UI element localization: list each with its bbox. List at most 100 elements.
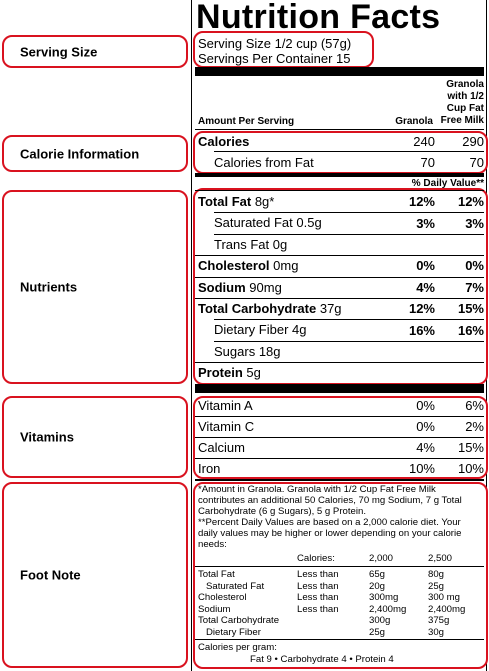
calorie-name: Calories from Fat bbox=[214, 155, 314, 170]
vitamin-name: Calcium bbox=[198, 440, 245, 455]
table-name: Dietary Fiber bbox=[206, 626, 261, 638]
nutrient-name: Dietary Fiber 4g bbox=[214, 323, 307, 336]
table-name: Saturated Fat bbox=[206, 580, 265, 592]
rule bbox=[195, 384, 484, 393]
row-rule bbox=[195, 255, 484, 257]
nutrient-name: Protein 5g bbox=[198, 366, 261, 379]
table-c2000: 65g bbox=[369, 569, 386, 580]
nutrient-name: Total Carbohydrate 37g bbox=[198, 302, 342, 315]
vitamin-name: Vitamin C bbox=[198, 419, 255, 434]
rule bbox=[195, 458, 484, 459]
value-col1: 70 bbox=[420, 155, 435, 170]
row-rule bbox=[214, 319, 484, 321]
daily-value-header: % Daily Value** bbox=[411, 178, 484, 189]
row-rule bbox=[195, 276, 484, 278]
nutrient-label: Sodium bbox=[198, 279, 246, 295]
rule bbox=[195, 416, 484, 417]
annotation-box bbox=[2, 35, 188, 68]
value-col2: 15% bbox=[457, 440, 484, 455]
nutrient-name: Sugars 18g bbox=[214, 345, 281, 358]
col1-header: Granola bbox=[395, 116, 433, 127]
nutrient-name: Cholesterol 0mg bbox=[198, 259, 298, 272]
value-col1: 0% bbox=[416, 398, 435, 413]
nutrient-name: Trans Fat 0g bbox=[214, 238, 287, 251]
daily-note: **Percent Daily Values are based on a 2,… bbox=[198, 517, 462, 550]
nutrient-amount: 37g bbox=[319, 301, 342, 316]
annotation-box bbox=[2, 482, 188, 668]
value-col2: 16% bbox=[457, 322, 484, 338]
value-col1: 0% bbox=[416, 258, 435, 274]
table-limit: Less than bbox=[297, 580, 339, 592]
value-col1: 3% bbox=[416, 215, 435, 231]
table-c2500: 30g bbox=[428, 626, 445, 638]
annotation-label: Serving Size bbox=[20, 44, 98, 59]
table-name: Cholesterol bbox=[198, 592, 247, 603]
nutrient-label: Cholesterol bbox=[198, 258, 270, 274]
table-c2000: 25g bbox=[369, 626, 386, 638]
nutrient-label: Saturated Fat bbox=[214, 215, 293, 231]
table-rule bbox=[195, 566, 484, 567]
amount-note: *Amount in Granola. Granola with 1/2 Cup… bbox=[198, 484, 462, 517]
table-c2500: 25g bbox=[428, 580, 445, 592]
table-name: Total Carbohydrate bbox=[198, 615, 280, 626]
nutrient-label: Trans Fat bbox=[214, 236, 270, 252]
rule bbox=[195, 479, 484, 481]
nutrient-label: Total Fat bbox=[198, 194, 252, 209]
table-limit: Less than bbox=[297, 592, 339, 603]
row-rule bbox=[214, 233, 484, 235]
value-col1: 12% bbox=[408, 194, 435, 210]
value-col1: 4% bbox=[416, 279, 435, 295]
table-c2000: 20g bbox=[369, 580, 386, 592]
value-col1: 10% bbox=[408, 461, 435, 476]
table-c2000: 300mg bbox=[369, 592, 399, 603]
row-rule bbox=[195, 362, 484, 364]
highlight-box bbox=[193, 482, 488, 669]
nutrient-name: Total Fat 8g* bbox=[198, 195, 274, 208]
annotation-box bbox=[2, 396, 188, 478]
row-rule bbox=[214, 340, 484, 342]
table-header-2500: 2,500 bbox=[428, 553, 453, 564]
annotation-label: Calorie Information bbox=[20, 146, 140, 161]
serving-size: Serving Size 1/2 cup (57g) bbox=[198, 36, 352, 51]
per-gram-label: Calories per gram: bbox=[198, 642, 277, 653]
rule bbox=[195, 437, 484, 438]
rule bbox=[195, 67, 484, 76]
value-col1: 16% bbox=[408, 322, 435, 338]
value-col2: 70 bbox=[469, 155, 484, 170]
table-c2500: 80g bbox=[428, 569, 445, 580]
vitamin-name: Vitamin A bbox=[198, 398, 253, 413]
annotation-box bbox=[2, 135, 188, 172]
table-header-2000: 2,000 bbox=[369, 553, 394, 564]
row-rule bbox=[195, 298, 484, 299]
nutrient-label: Dietary Fiber bbox=[214, 322, 289, 338]
value-col2: 290 bbox=[462, 134, 484, 149]
nutrient-amount: 8g* bbox=[254, 194, 275, 209]
value-col2: 6% bbox=[465, 398, 484, 413]
col2-header: Granola with 1/2 Cup Fat Free Milk bbox=[440, 79, 484, 126]
nutrient-amount: 18g bbox=[258, 343, 281, 359]
table-header-label: Calories: bbox=[297, 553, 335, 564]
nutrient-amount: 0mg bbox=[273, 258, 299, 274]
nutrient-label: Sugars bbox=[214, 343, 256, 359]
value-col1: 12% bbox=[408, 301, 435, 317]
calorie-name: Calories bbox=[198, 134, 250, 149]
value-col2: 7% bbox=[465, 279, 484, 295]
annotation-label: Foot Note bbox=[20, 567, 81, 583]
table-limit: Less than bbox=[297, 603, 339, 615]
value-col1: 4% bbox=[416, 440, 435, 455]
table-name: Sodium bbox=[198, 603, 231, 615]
table-limit: Less than bbox=[297, 569, 339, 580]
label-border bbox=[191, 0, 192, 671]
table-c2500: 2,400mg bbox=[428, 603, 466, 615]
servings-per-container: Servings Per Container 15 bbox=[198, 51, 351, 66]
nutrient-name: Saturated Fat 0.5g bbox=[214, 216, 322, 229]
table-c2500: 375g bbox=[428, 615, 450, 626]
nutrient-label: Protein bbox=[198, 365, 243, 381]
table-name: Total Fat bbox=[198, 569, 235, 580]
value-col2: 12% bbox=[457, 194, 484, 210]
nutrient-amount: 0g bbox=[272, 236, 288, 252]
rule bbox=[195, 129, 484, 130]
nutrient-name: Sodium 90mg bbox=[198, 281, 282, 294]
nutrient-amount: 0.5g bbox=[296, 215, 322, 231]
value-col2: 10% bbox=[457, 461, 484, 476]
